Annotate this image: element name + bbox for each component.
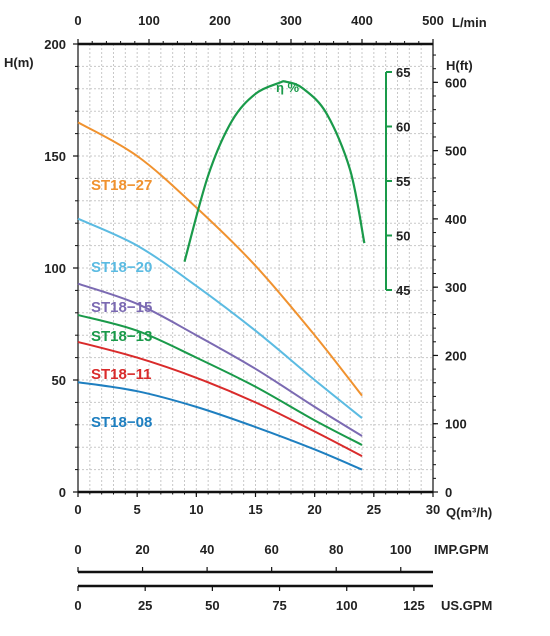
series-line-st18-27 — [77, 121, 363, 397]
series-label-st18-08: ST18−08 — [91, 414, 152, 431]
bottom-tick-label: 0 — [74, 502, 81, 517]
series-label-st18-11: ST18−11 — [91, 366, 151, 383]
efficiency-tick-label: 50 — [396, 229, 410, 244]
us-gpm-tick-label: 25 — [138, 598, 152, 613]
left-tick-label: 200 — [44, 37, 66, 52]
series-label-st18-15: ST18−15 — [91, 299, 152, 316]
series-label-st18-27: ST18−27 — [91, 177, 152, 194]
us-gpm-tick-label: 0 — [74, 598, 81, 613]
left-tick-label: 50 — [52, 373, 66, 388]
top-tick-label: 100 — [138, 13, 160, 28]
efficiency-tick-label: 45 — [396, 283, 410, 298]
efficiency-tick-label: 55 — [396, 174, 410, 189]
top-axis-title: L/min — [452, 15, 487, 30]
efficiency-label: η % — [276, 80, 300, 95]
right-axis-title: H(ft) — [446, 58, 473, 73]
us-gpm-tick-label: 50 — [205, 598, 219, 613]
us-gpm-tick-label: 75 — [272, 598, 286, 613]
bottom-tick-label: 20 — [307, 502, 321, 517]
left-tick-label: 100 — [44, 261, 66, 276]
imp-gpm-axis-title: IMP.GPM — [434, 542, 489, 557]
efficiency-tick-label: 60 — [396, 120, 410, 135]
series-line-st18-08 — [77, 381, 363, 471]
right-tick-label: 500 — [445, 144, 467, 159]
top-tick-label: 400 — [351, 13, 373, 28]
top-tick-label: 0 — [74, 13, 81, 28]
imp-gpm-tick-label: 20 — [135, 542, 149, 557]
series-line-st18-11 — [77, 340, 363, 458]
us-gpm-axis-title: US.GPM — [441, 598, 492, 613]
efficiency-curve — [183, 80, 366, 262]
left-tick-label: 0 — [59, 485, 66, 500]
series-line-st18-15 — [77, 282, 363, 437]
right-tick-label: 400 — [445, 212, 467, 227]
right-tick-label: 0 — [445, 485, 452, 500]
left-axis-title: H(m) — [4, 55, 34, 70]
top-tick-label: 200 — [209, 13, 231, 28]
us-gpm-tick-label: 125 — [403, 598, 425, 613]
series-line-st18-13 — [77, 314, 363, 446]
right-tick-label: 200 — [445, 348, 467, 363]
grid-layer — [78, 44, 433, 492]
efficiency-tick-label: 65 — [396, 65, 410, 80]
bottom-tick-label: 25 — [367, 502, 381, 517]
bottom-axis-title: Q(m³/h) — [446, 505, 492, 520]
top-tick-label: 300 — [280, 13, 302, 28]
right-tick-label: 100 — [445, 417, 467, 432]
series-line-st18-20 — [77, 217, 363, 419]
imp-gpm-tick-label: 100 — [390, 542, 412, 557]
right-tick-label: 300 — [445, 280, 467, 295]
top-tick-label: 500 — [422, 13, 444, 28]
label-layer: 0 5 10 15 20 25 300 100 200 300 400 500050100150200… — [44, 13, 466, 613]
plot-frame — [73, 39, 438, 591]
bottom-tick-label: 10 — [189, 502, 203, 517]
left-tick-label: 150 — [44, 149, 66, 164]
bottom-tick-label: 5 — [134, 502, 141, 517]
series-label-st18-13: ST18−13 — [91, 328, 152, 345]
us-gpm-tick-label: 100 — [336, 598, 358, 613]
bottom-tick-label: 30 — [426, 502, 440, 517]
series-layer — [77, 80, 366, 471]
series-label-st18-20: ST18−20 — [91, 259, 152, 276]
imp-gpm-tick-label: 0 — [74, 542, 81, 557]
right-tick-label: 600 — [445, 75, 467, 90]
bottom-tick-label: 15 — [248, 502, 262, 517]
imp-gpm-tick-label: 60 — [264, 542, 278, 557]
imp-gpm-tick-label: 40 — [200, 542, 214, 557]
imp-gpm-tick-label: 80 — [329, 542, 343, 557]
